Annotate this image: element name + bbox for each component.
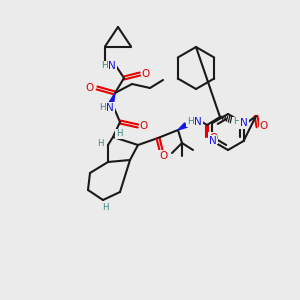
Text: N: N [240, 117, 248, 127]
Text: H: H [102, 202, 108, 211]
Text: H: H [232, 118, 239, 127]
Text: N: N [106, 103, 114, 113]
Text: H: H [116, 130, 122, 139]
Text: H: H [99, 103, 105, 112]
Text: N: N [240, 118, 248, 128]
Text: O: O [85, 83, 93, 93]
Text: H: H [100, 61, 107, 70]
Text: O: O [209, 133, 217, 143]
Polygon shape [178, 123, 187, 130]
Text: O: O [140, 121, 148, 131]
Text: O: O [260, 121, 268, 131]
Text: H: H [97, 139, 103, 148]
Text: N: N [108, 61, 116, 71]
Text: H: H [187, 118, 194, 127]
Polygon shape [109, 93, 115, 105]
Text: N: N [194, 117, 202, 127]
Text: O: O [159, 151, 167, 161]
Text: N: N [208, 136, 216, 146]
Text: O: O [142, 69, 150, 79]
